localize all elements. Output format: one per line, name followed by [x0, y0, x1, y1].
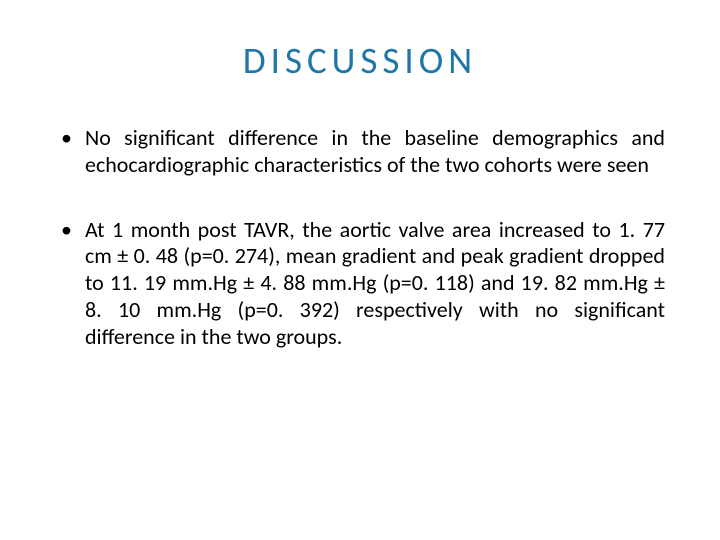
- bullet-list: No significant difference in the baselin…: [55, 125, 665, 389]
- slide-title: DISCUSSION: [55, 38, 665, 83]
- bullet-item: No significant difference in the baselin…: [55, 125, 665, 179]
- slide: DISCUSSION No significant difference in …: [0, 0, 720, 540]
- bullet-item: At 1 month post TAVR, the aortic valve a…: [55, 217, 665, 351]
